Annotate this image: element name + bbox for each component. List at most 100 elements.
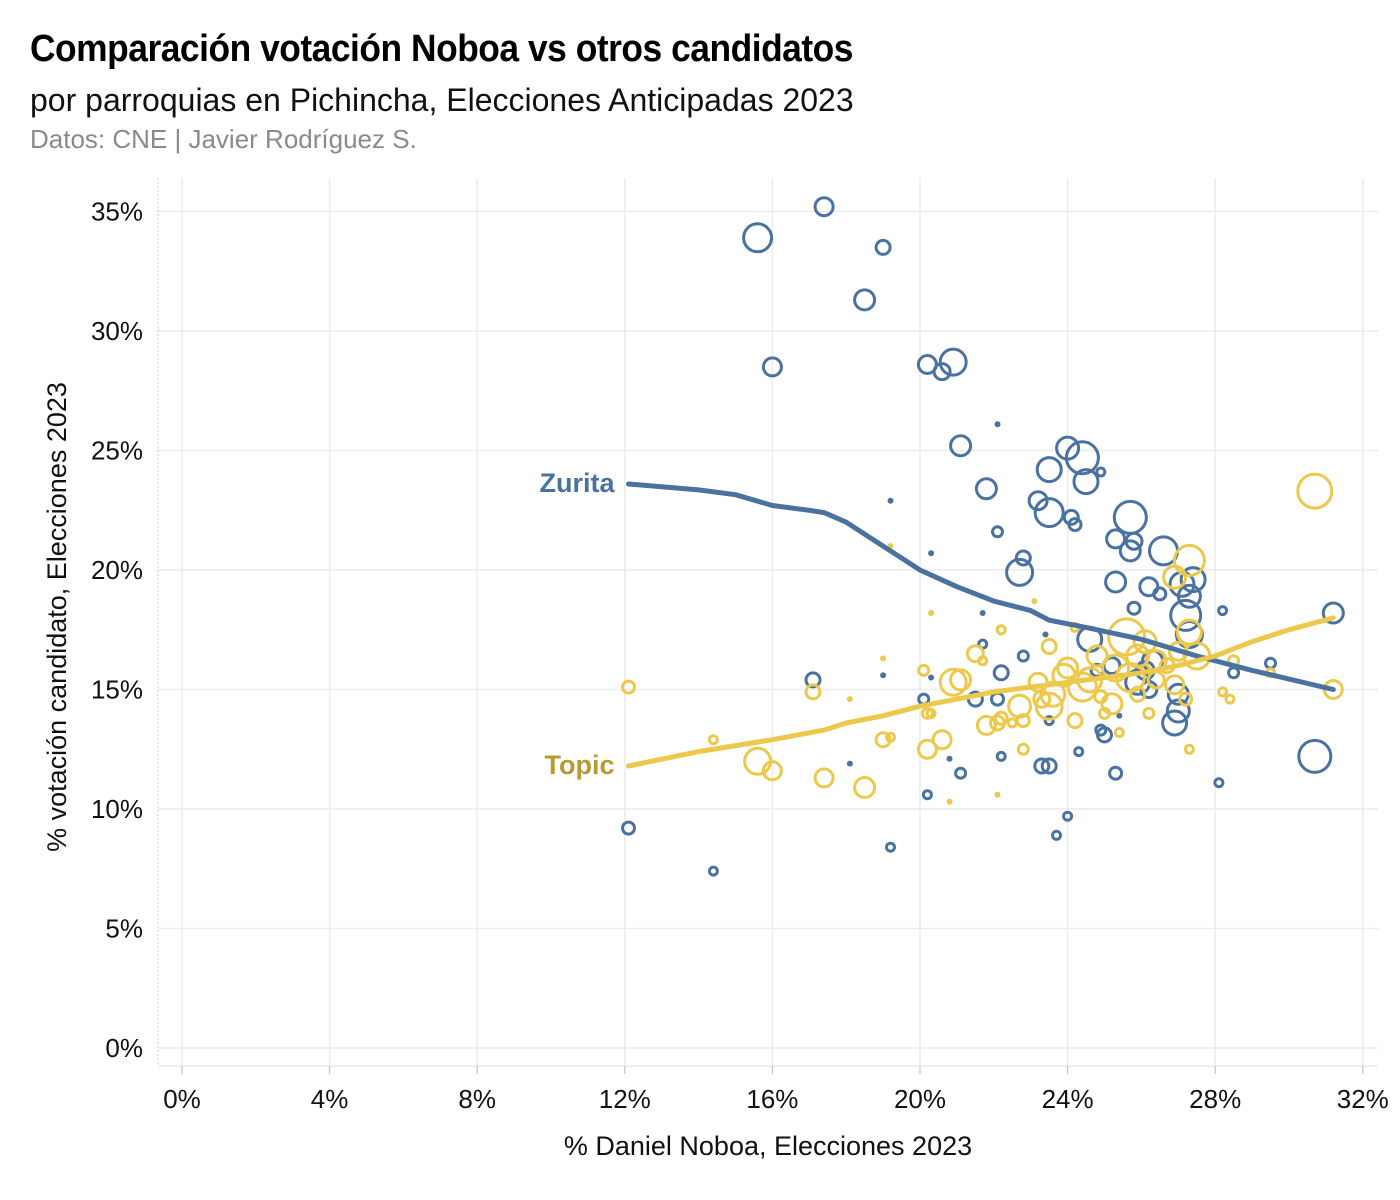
topic-point <box>1015 713 1031 729</box>
zurita-point <box>707 865 719 877</box>
zurita-point <box>1033 757 1051 775</box>
zurita-point <box>1321 601 1345 625</box>
zurita-point <box>804 671 822 689</box>
topic-point <box>931 729 953 751</box>
chart-subtitle: por parroquias en Pichincha, Elecciones … <box>30 82 854 118</box>
zurita-point <box>1108 765 1124 781</box>
topic-point <box>993 710 1009 726</box>
x-axis-title: % Daniel Noboa, Elecciones 2023 <box>564 1131 972 1161</box>
topic-point <box>804 683 822 701</box>
zurita-point <box>813 196 835 218</box>
zurita-point <box>853 288 877 312</box>
topic-point <box>917 663 931 677</box>
zurita-point <box>1016 649 1030 663</box>
topic-point <box>928 610 935 616</box>
x-tick-label: 4% <box>311 1084 349 1114</box>
topic-point <box>1007 693 1033 719</box>
zurita-point <box>938 347 968 377</box>
x-tick-label: 0% <box>163 1084 201 1114</box>
zurita-point <box>995 750 1007 762</box>
zurita-point <box>1217 605 1229 617</box>
zurita-point <box>1118 539 1142 563</box>
zurita-point <box>992 664 1010 682</box>
zurita-point <box>946 755 953 762</box>
zurita-point <box>1169 598 1203 632</box>
topic-series-label: Topic <box>544 750 614 780</box>
zurita-point <box>1126 600 1142 616</box>
zurita-point <box>1213 777 1225 789</box>
zurita-point <box>885 841 896 853</box>
topic-point <box>1113 727 1125 738</box>
topic-point <box>1016 742 1030 756</box>
zurita-point <box>1043 715 1055 727</box>
x-tick-label: 8% <box>458 1084 496 1114</box>
y-tick-label: 0% <box>105 1033 143 1063</box>
x-tick-label: 28% <box>1189 1084 1241 1114</box>
y-tick-label: 30% <box>91 316 143 346</box>
topic-point <box>885 731 896 743</box>
topic-point <box>1034 691 1064 721</box>
x-tick-label: 32% <box>1337 1084 1389 1114</box>
topic-point <box>1175 618 1203 646</box>
y-tick-label: 35% <box>91 197 143 227</box>
zurita-series-label: Zurita <box>539 468 615 498</box>
topic-point <box>1183 743 1195 755</box>
zurita-point <box>742 222 774 254</box>
zurita-point <box>921 789 933 801</box>
topic-point <box>916 738 938 760</box>
zurita-point <box>1116 712 1123 719</box>
topic-point <box>920 706 934 720</box>
y-tick-label: 5% <box>105 914 143 944</box>
topic-point <box>994 791 1001 798</box>
zurita-point <box>1040 757 1058 775</box>
topic-point <box>743 746 773 776</box>
zurita-point <box>1096 726 1113 744</box>
zurita-point <box>928 550 935 557</box>
topic-point <box>1066 712 1084 730</box>
zurita-point <box>1179 566 1207 594</box>
zurita-point <box>954 766 968 780</box>
topic-point <box>1040 638 1058 655</box>
chart-source: Datos: CNE | Javier Rodríguez S. <box>30 124 417 154</box>
zurita-point <box>1227 666 1241 680</box>
zurita-points <box>621 196 1345 877</box>
zurita-trend-line <box>626 481 1336 692</box>
zurita-point <box>1051 829 1062 841</box>
topic-point <box>1056 656 1080 680</box>
topic-point <box>761 760 783 782</box>
zurita-point <box>1297 738 1333 774</box>
topic-point <box>621 679 636 695</box>
topic-point <box>707 734 719 746</box>
zurita-point <box>1095 466 1107 478</box>
topic-point <box>1296 472 1334 510</box>
zurita-point <box>621 820 636 836</box>
topic-point <box>1006 717 1018 729</box>
zurita-point <box>949 434 973 458</box>
zurita-point <box>1027 490 1049 512</box>
topic-point <box>880 655 887 662</box>
topic-point <box>1217 686 1229 698</box>
zurita-point <box>1067 517 1083 533</box>
zurita-point <box>880 672 887 679</box>
topic-point <box>1178 691 1194 707</box>
topic-point <box>1031 598 1038 605</box>
topic-point <box>975 714 997 736</box>
zurita-point <box>1105 528 1127 550</box>
zurita-point <box>1062 508 1080 526</box>
y-tick-label: 15% <box>91 675 143 705</box>
zurita-point <box>1064 440 1100 476</box>
zurita-point <box>994 421 1001 428</box>
topic-point <box>925 707 937 719</box>
topic-point <box>949 668 973 692</box>
zurita-point <box>979 610 986 616</box>
zurita-point <box>1005 557 1035 587</box>
x-tick-label: 16% <box>746 1084 798 1114</box>
topic-point <box>846 696 853 703</box>
zurita-point <box>1161 709 1189 737</box>
zurita-point <box>1062 810 1074 822</box>
topic-point <box>853 776 877 799</box>
zurita-point <box>846 760 853 767</box>
zurita-point <box>974 477 998 501</box>
zurita-point <box>1176 583 1202 609</box>
